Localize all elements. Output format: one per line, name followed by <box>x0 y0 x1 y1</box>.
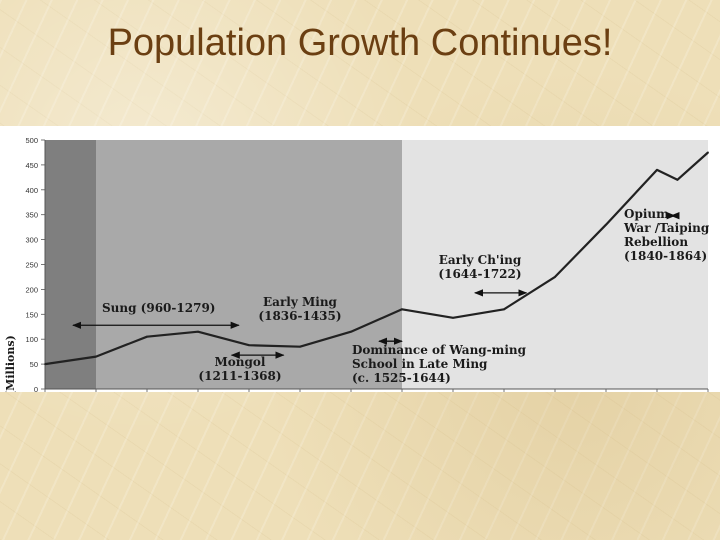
data-point <box>299 345 301 348</box>
data-point <box>95 355 97 358</box>
y-tick-label: 150 <box>25 310 38 319</box>
data-point <box>605 223 607 226</box>
y-tick-label: 250 <box>25 261 38 270</box>
data-point <box>554 276 556 278</box>
y-tick-label: 350 <box>25 211 38 220</box>
data-point <box>44 363 46 365</box>
data-point <box>401 308 403 311</box>
population-line-group <box>44 151 709 366</box>
annotation-text-5: War /Taiping <box>623 221 710 235</box>
annotation-text-4: (1644-1722) <box>438 267 521 281</box>
y-tick-label: 450 <box>25 161 38 170</box>
annotation-text-3: School in Late Ming <box>352 357 488 371</box>
annotation-text-1: Early Ming <box>263 295 338 309</box>
shaded-period-0 <box>45 140 96 389</box>
y-tick-label: 200 <box>25 285 38 294</box>
annotation-text-0: Sung (960-1279) <box>102 301 215 315</box>
annotation-text-4: Early Ch'ing <box>439 253 522 267</box>
y-tick-label: 50 <box>30 360 38 369</box>
population-chart: 0501001502002503003504004505008001000110… <box>0 126 720 392</box>
axes: 0501001502002503003504004505008001000110… <box>25 136 709 392</box>
data-point <box>656 168 658 171</box>
annotation-text-1: (1836-1435) <box>258 309 341 323</box>
annotation-text-2: Mongol <box>215 355 266 369</box>
data-point <box>707 151 709 154</box>
y-tick-label: 100 <box>25 335 38 344</box>
data-point <box>248 344 250 347</box>
annotation-text-3: (c. 1525-1644) <box>352 371 451 385</box>
data-point <box>676 178 679 181</box>
data-point <box>503 308 505 311</box>
data-point <box>197 330 199 333</box>
chart-svg: 0501001502002503003504004505008001000110… <box>0 126 720 392</box>
annotation-text-3: Dominance of Wang-ming <box>352 343 527 357</box>
y-axis-label: Population (Millions) <box>4 335 17 392</box>
y-tick-label: 300 <box>25 236 38 245</box>
data-point <box>146 335 148 338</box>
y-tick-label: 400 <box>25 186 38 195</box>
data-point <box>452 316 454 319</box>
annotation-text-2: (1211-1368) <box>198 369 281 383</box>
annotation-text-5: (1840-1864) <box>624 249 707 263</box>
annotation-text-5: Opium <box>624 207 669 221</box>
y-tick-label: 500 <box>25 136 38 145</box>
period-shading <box>45 140 708 389</box>
annotations: Sung (960-1279) Early Ming(1836-1435) Mong… <box>72 207 710 385</box>
shaded-period-1 <box>96 140 402 389</box>
y-tick-label: 0 <box>34 385 38 392</box>
slide-title: Population Growth Continues! <box>107 22 613 64</box>
data-point <box>350 330 352 333</box>
annotation-text-5: Rebellion <box>624 235 688 249</box>
